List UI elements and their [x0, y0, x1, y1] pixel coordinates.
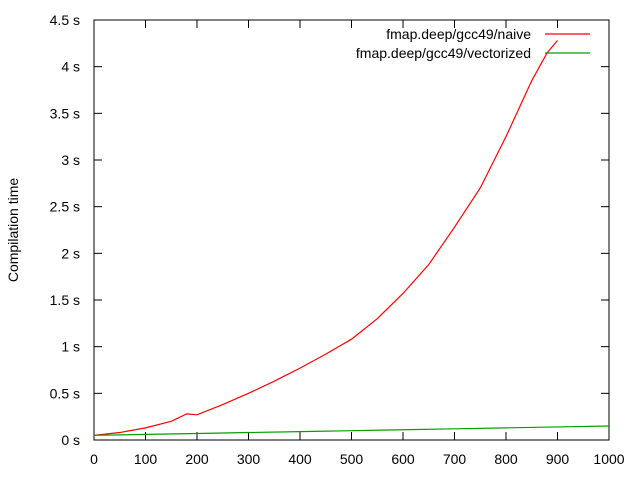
legend-label-naive: fmap.deep/gcc49/naive	[386, 26, 531, 42]
y-tick-label: 2.5 s	[50, 199, 80, 215]
y-tick-label: 1.5 s	[50, 292, 80, 308]
y-tick-label: 3.5 s	[50, 105, 80, 121]
y-axis-title: Compilation time	[5, 178, 21, 282]
x-tick-label: 1000	[593, 451, 624, 467]
y-tick-label: 4.5 s	[50, 12, 80, 28]
x-tick-label: 400	[288, 451, 312, 467]
series-line-naive	[93, 40, 558, 436]
x-tick-label: 0	[90, 451, 98, 467]
series-line-vectorized	[93, 425, 610, 436]
y-tick-label: 0 s	[61, 432, 80, 448]
axis-ticks: 0 100 200 300 400 500 600 700 800 900 1000 0 s 0.5 s…	[50, 12, 625, 467]
x-tick-label: 200	[185, 451, 209, 467]
x-tick-label: 300	[237, 451, 261, 467]
legend-label-vectorized: fmap.deep/gcc49/vectorized	[356, 45, 531, 61]
y-tick-label: 1 s	[61, 339, 80, 355]
legend: fmap.deep/gcc49/naive fmap.deep/gcc49/ve…	[356, 26, 590, 61]
x-tick-label: 900	[546, 451, 570, 467]
x-tick-label: 700	[443, 451, 467, 467]
x-tick-label: 500	[340, 451, 364, 467]
y-tick-label: 2 s	[61, 245, 80, 261]
x-tick-label: 800	[494, 451, 518, 467]
y-tick-label: 0.5 s	[50, 385, 80, 401]
plot-area-frame	[93, 19, 610, 441]
x-tick-label: 100	[134, 451, 158, 467]
series-lines	[93, 40, 610, 436]
x-tick-label: 600	[391, 451, 415, 467]
y-tick-label: 4 s	[61, 59, 80, 75]
y-tick-label: 3 s	[61, 152, 80, 168]
